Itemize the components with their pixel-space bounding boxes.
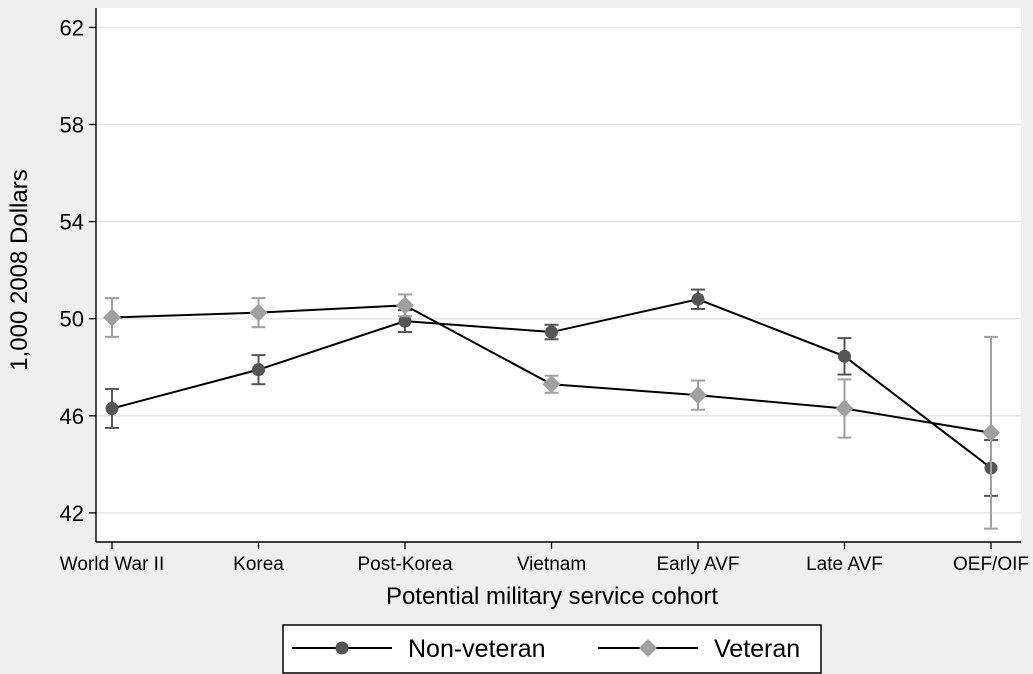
y-tick-label: 46: [60, 404, 84, 429]
plot-background: [96, 8, 1021, 542]
x-tick-label: OEF/OIF: [953, 554, 1029, 575]
plot-area: [96, 8, 1021, 542]
data-point: [105, 402, 119, 415]
data-point: [252, 363, 265, 377]
x-axis-ticks: World War II Korea Post-Korea Vietnam Early …: [60, 542, 1029, 575]
data-point: [396, 296, 414, 315]
data-point: [542, 375, 561, 394]
markers: [103, 296, 1000, 442]
x-tick-label: World War II: [60, 554, 165, 575]
data-point: [103, 308, 121, 327]
y-tick-label: 54: [60, 210, 84, 235]
x-tick-label: Vietnam: [517, 554, 586, 575]
axes: [95, 8, 1021, 543]
series-non-veteran: [105, 288, 998, 497]
data-point: [545, 325, 558, 339]
data-point: [835, 399, 854, 418]
y-tick-label: 58: [60, 113, 84, 138]
y-tick-label: 50: [60, 307, 84, 332]
data-point: [691, 292, 705, 306]
legend-swatch-marker: [639, 639, 657, 657]
series-layer: [103, 288, 1000, 530]
data-point: [838, 349, 851, 363]
y-tick-label: 62: [60, 15, 84, 40]
data-point: [689, 386, 707, 405]
legend-label: Veteran: [714, 635, 800, 663]
data-point: [398, 314, 412, 328]
x-tick-label: Early AVF: [656, 554, 739, 575]
legend: Non-veteran Veteran: [282, 624, 822, 674]
x-tick-label: Late AVF: [806, 554, 883, 575]
x-tick-label: Korea: [233, 554, 284, 575]
y-axis-ticks: 42 46 50 54 58 62: [60, 15, 96, 526]
x-axis-title: Potential military service cohort: [386, 583, 718, 610]
grid-lines: [96, 26, 1021, 514]
y-tick-label: 42: [60, 501, 84, 526]
markers: [105, 292, 998, 475]
data-point: [249, 303, 268, 322]
legend-swatch-marker: [335, 641, 349, 655]
series-veteran: [103, 293, 1000, 530]
x-tick-label: Post-Korea: [357, 554, 452, 575]
data-point: [982, 423, 1000, 442]
y-axis-title: 1,000 2008 Dollars: [6, 169, 33, 370]
legend-label: Non-veteran: [408, 635, 546, 663]
